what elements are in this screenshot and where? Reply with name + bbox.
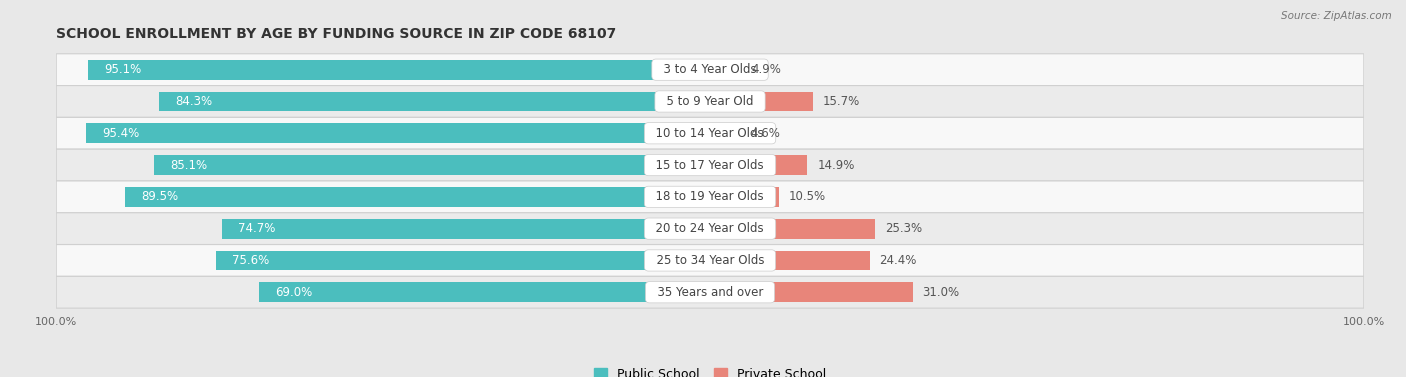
Text: 25.3%: 25.3%: [886, 222, 922, 235]
Text: 20 to 24 Year Olds: 20 to 24 Year Olds: [648, 222, 772, 235]
Text: 31.0%: 31.0%: [922, 286, 960, 299]
Text: 4.6%: 4.6%: [749, 127, 780, 140]
FancyBboxPatch shape: [56, 117, 1364, 149]
Text: 89.5%: 89.5%: [141, 190, 179, 203]
Bar: [710, 282, 912, 302]
Bar: [710, 155, 807, 175]
Bar: [710, 219, 876, 239]
Bar: [89, 60, 710, 80]
Text: Source: ZipAtlas.com: Source: ZipAtlas.com: [1281, 11, 1392, 21]
Text: 69.0%: 69.0%: [276, 286, 312, 299]
Text: 84.3%: 84.3%: [176, 95, 212, 108]
Text: 15.7%: 15.7%: [823, 95, 859, 108]
FancyBboxPatch shape: [56, 86, 1364, 117]
Text: 85.1%: 85.1%: [170, 159, 207, 172]
FancyBboxPatch shape: [56, 276, 1364, 308]
Text: 10 to 14 Year Olds: 10 to 14 Year Olds: [648, 127, 772, 140]
FancyBboxPatch shape: [56, 54, 1364, 86]
Text: 5 to 9 Year Old: 5 to 9 Year Old: [659, 95, 761, 108]
Text: 4.9%: 4.9%: [752, 63, 782, 76]
Text: 35 Years and over: 35 Years and over: [650, 286, 770, 299]
Text: 95.1%: 95.1%: [104, 63, 142, 76]
Text: 18 to 19 Year Olds: 18 to 19 Year Olds: [648, 190, 772, 203]
Bar: [153, 155, 710, 175]
Text: SCHOOL ENROLLMENT BY AGE BY FUNDING SOURCE IN ZIP CODE 68107: SCHOOL ENROLLMENT BY AGE BY FUNDING SOUR…: [56, 27, 616, 41]
Bar: [86, 123, 710, 143]
Bar: [710, 187, 779, 207]
Text: 75.6%: 75.6%: [232, 254, 270, 267]
Bar: [222, 219, 710, 239]
FancyBboxPatch shape: [56, 149, 1364, 181]
Text: 10.5%: 10.5%: [789, 190, 825, 203]
Text: 15 to 17 Year Olds: 15 to 17 Year Olds: [648, 159, 772, 172]
Text: 14.9%: 14.9%: [817, 159, 855, 172]
Bar: [125, 187, 710, 207]
FancyBboxPatch shape: [56, 213, 1364, 245]
Bar: [710, 92, 813, 111]
Text: 24.4%: 24.4%: [879, 254, 917, 267]
Bar: [159, 92, 710, 111]
FancyBboxPatch shape: [56, 245, 1364, 276]
Text: 3 to 4 Year Olds: 3 to 4 Year Olds: [657, 63, 763, 76]
Text: 25 to 34 Year Olds: 25 to 34 Year Olds: [648, 254, 772, 267]
Legend: Public School, Private School: Public School, Private School: [595, 368, 825, 377]
Bar: [710, 60, 742, 80]
Bar: [215, 251, 710, 270]
Bar: [710, 251, 869, 270]
Bar: [710, 123, 740, 143]
Bar: [259, 282, 710, 302]
FancyBboxPatch shape: [56, 181, 1364, 213]
Text: 74.7%: 74.7%: [238, 222, 276, 235]
Text: 95.4%: 95.4%: [103, 127, 141, 140]
